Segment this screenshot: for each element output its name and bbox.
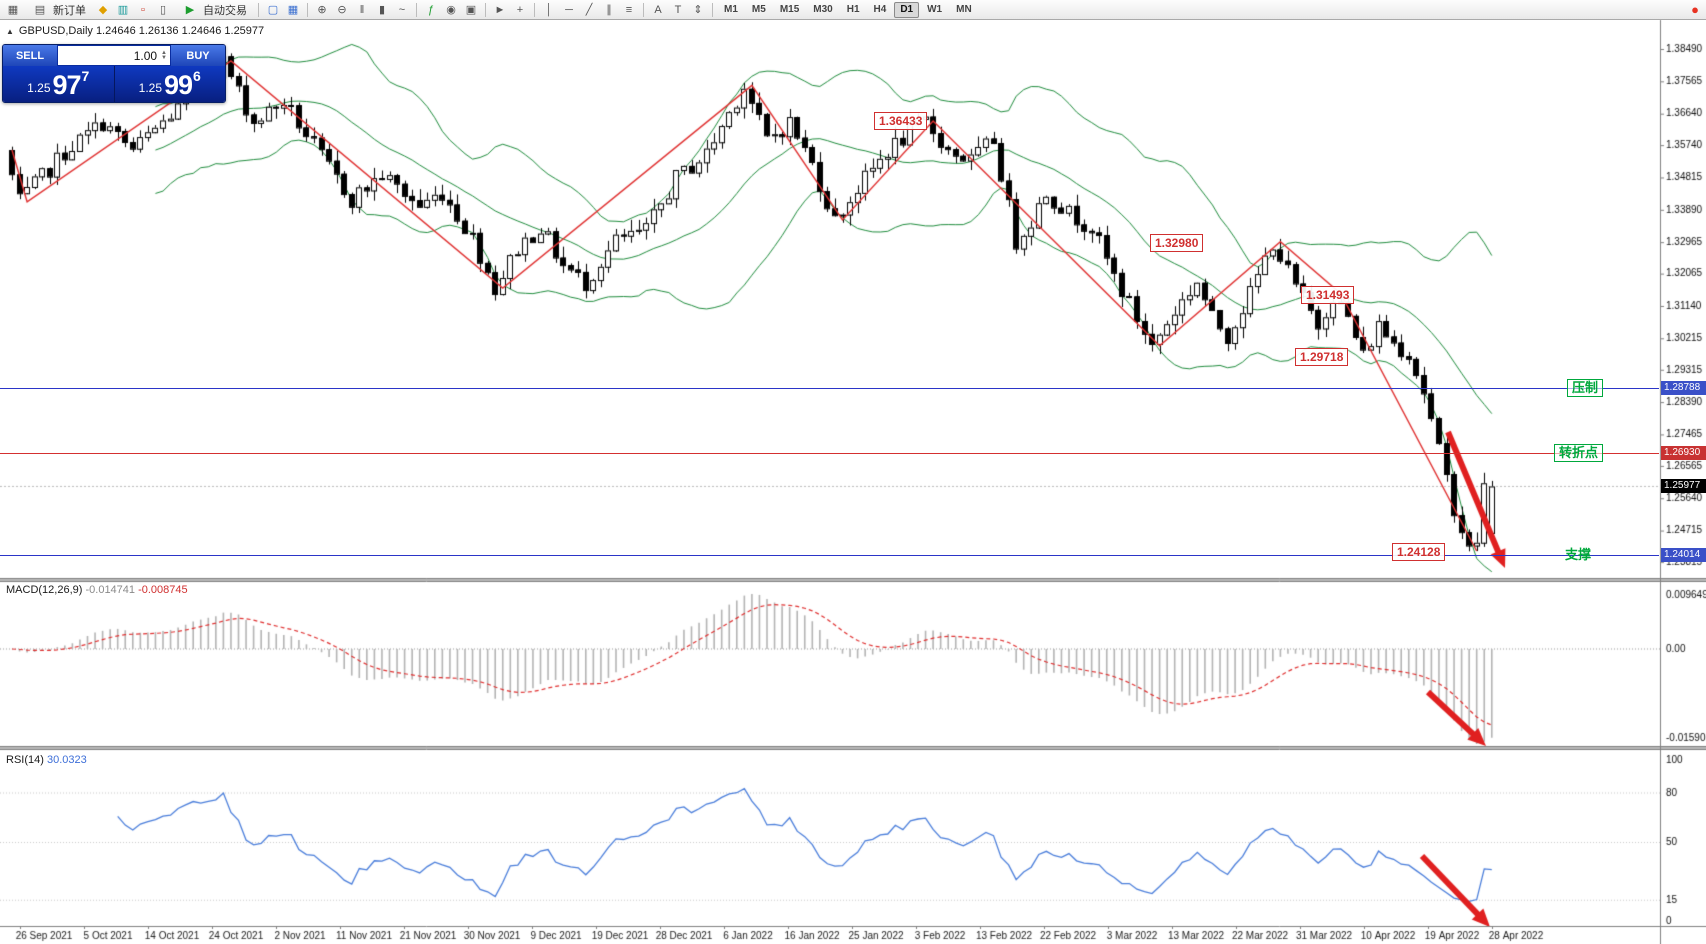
macd-signal-value: -0.008745 [138, 584, 188, 596]
pivot-line-price-tag: 1.26930 [1661, 446, 1706, 461]
auto-trading-button[interactable]: ▶ 自动交易 [174, 1, 253, 18]
support-line-price-tag: 1.24014 [1661, 548, 1706, 563]
text-tool-icon[interactable]: A [654, 3, 662, 16]
sell-price-big: 97 [52, 70, 82, 100]
new-order-icon: ▤ [34, 4, 46, 16]
main-toolbar: ▦ ▤ 新订单 ◆ ▥ ▫ ▯ ▶ 自动交易 ▢ ▦ ⊕ ⊖ ‖ ▮ ~ ƒ ◉… [0, 0, 1706, 20]
timeframe-m5-button[interactable]: M5 [751, 4, 766, 15]
resistance-line-price-tag: 1.28788 [1661, 381, 1706, 396]
crosshair-icon[interactable]: + [516, 3, 524, 16]
horizontal-line-icon[interactable]: ─ [565, 3, 573, 16]
data-window-icon[interactable]: ▫ [141, 3, 145, 16]
panel-collapse-icon[interactable]: ▲ [6, 26, 14, 36]
tile-windows-icon[interactable]: ▦ [287, 4, 299, 16]
bar-chart-icon[interactable]: ‖ [359, 3, 365, 16]
candlestick-chart-icon[interactable]: ▮ [378, 4, 386, 16]
volume-up-icon[interactable]: ▲ [161, 49, 167, 56]
line-chart-icon[interactable]: ~ [398, 3, 406, 16]
price-flag[interactable]: 1.29718 [1295, 348, 1349, 366]
timeframe-h4-button[interactable]: H4 [873, 4, 887, 15]
timeframe-w1-button[interactable]: W1 [927, 4, 943, 15]
toolbar-separator [485, 2, 486, 17]
auto-trading-play-icon: ▶ [185, 4, 195, 16]
macd-label: MACD(12,26,9) -0.014741 -0.008745 [6, 584, 188, 596]
volume-down-icon[interactable]: ▼ [161, 54, 167, 61]
chart-title-bar: ▲ GBPUSD,Daily 1.24646 1.26136 1.24646 1… [6, 25, 264, 37]
cursor-icon[interactable]: ► [494, 3, 506, 16]
new-chart-icon[interactable]: ▦ [7, 4, 19, 16]
alert-icon[interactable]: ● [1691, 2, 1699, 17]
templates-icon[interactable]: ▣ [465, 4, 477, 16]
support-label[interactable]: 支撑 [1565, 547, 1592, 562]
volume-stepper[interactable]: 1.00 ▲ ▼ [58, 46, 170, 65]
rsi-label: RSI(14) 30.0323 [6, 754, 87, 766]
buy-button[interactable]: BUY [171, 45, 225, 66]
toolbar-separator [258, 2, 259, 17]
cascade-windows-icon[interactable]: ▢ [267, 4, 279, 16]
trendline-icon[interactable]: ╱ [585, 4, 593, 16]
timeframe-mn-button[interactable]: MN [956, 4, 972, 15]
macd-main-value: -0.014741 [85, 584, 136, 596]
sell-price-pip: 7 [81, 68, 90, 84]
sell-button[interactable]: SELL [3, 45, 57, 66]
support-line[interactable] [0, 554, 1659, 556]
price-flag[interactable]: 1.24128 [1392, 543, 1446, 561]
buy-price-pip: 6 [193, 68, 201, 84]
new-order-label: 新订单 [53, 4, 86, 17]
chart-title: GBPUSD,Daily 1.24646 1.26136 1.24646 1.2… [18, 25, 265, 37]
toolbar-separator [712, 2, 713, 17]
lightning-icon[interactable]: ◆ [98, 4, 108, 16]
buy-price-prefix: 1.25 [138, 81, 162, 95]
toolbar-separator [534, 2, 535, 17]
zoom-in-icon[interactable]: ⊕ [317, 4, 327, 16]
toolbar-separator [643, 2, 644, 17]
auto-trading-label: 自动交易 [203, 4, 247, 17]
pivot-line[interactable] [0, 452, 1659, 454]
buy-price[interactable]: 1.25 99 6 [113, 66, 226, 102]
resistance-line[interactable] [0, 387, 1659, 389]
timeframe-d1-button[interactable]: D1 [894, 1, 920, 18]
vertical-line-icon[interactable]: │ [545, 3, 553, 16]
arrows-tool-icon[interactable]: ⇕ [693, 4, 703, 16]
pivot-label[interactable]: 转折点 [1554, 444, 1604, 462]
price-flag[interactable]: 1.31493 [1301, 286, 1355, 304]
channel-icon[interactable]: ∥ [606, 4, 612, 16]
indicators-icon[interactable]: ƒ [427, 3, 435, 16]
bid-price-tag: 1.25977 [1661, 479, 1706, 494]
macd-name: MACD(12,26,9) [6, 584, 83, 596]
zoom-out-icon[interactable]: ⊖ [337, 4, 347, 16]
one-click-trading-panel: SELL 1.00 ▲ ▼ BUY 1.25 97 7 1.25 99 6 [2, 44, 226, 103]
sell-price[interactable]: 1.25 97 7 [3, 66, 114, 102]
new-order-button[interactable]: ▤ 新订单 [24, 1, 92, 18]
periods-icon[interactable]: ◉ [446, 4, 456, 16]
market-watch-icon[interactable]: ▥ [117, 4, 129, 16]
timeframe-h1-button[interactable]: H1 [846, 4, 860, 15]
buy-price-big: 99 [164, 70, 193, 100]
timeframe-m15-button[interactable]: M15 [779, 4, 800, 15]
text-label-icon[interactable]: T [674, 3, 682, 16]
sell-price-prefix: 1.25 [27, 81, 51, 95]
fibonacci-icon[interactable]: ≡ [625, 3, 633, 16]
timeframe-m1-button[interactable]: M1 [724, 4, 738, 15]
timeframe-m30-button[interactable]: M30 [813, 4, 833, 15]
price-flag[interactable]: 1.32980 [1150, 234, 1204, 252]
toolbar-separator [307, 2, 308, 17]
toolbar-separator [416, 2, 417, 17]
rsi-value: 30.0323 [46, 754, 87, 766]
resistance-label[interactable]: 压制 [1567, 379, 1604, 397]
volume-value: 1.00 [133, 48, 158, 63]
rsi-name: RSI(14) [6, 754, 44, 766]
navigator-icon[interactable]: ▯ [159, 4, 167, 16]
price-flag[interactable]: 1.36433 [874, 112, 928, 130]
